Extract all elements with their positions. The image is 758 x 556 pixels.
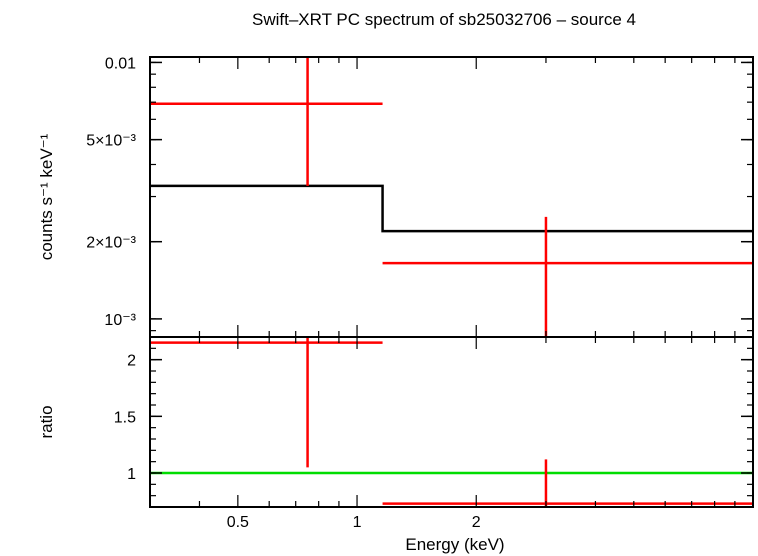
ratio-frame [149, 336, 754, 508]
spectrum-ytick-label-3: 10⁻³ [104, 312, 136, 329]
ratio-y-axis-label: ratio [37, 405, 56, 438]
ratio-ytick-label-1: 1.5 [114, 409, 136, 426]
ratio-ytick-label-0: 2 [127, 353, 136, 370]
chart-title: Swift–XRT PC spectrum of sb25032706 – so… [252, 10, 636, 29]
spectrum-model-line [150, 184, 753, 233]
xtick-label-0: 0.5 [227, 514, 249, 531]
xtick-label-1: 1 [353, 514, 362, 531]
spectrum-ytick-label-2: 2×10⁻³ [86, 235, 136, 252]
x-axis-label: Energy (keV) [405, 535, 504, 554]
spectrum-ytick-label-0: 0.01 [105, 55, 136, 72]
xtick-label-2: 2 [472, 514, 481, 531]
spectrum-frame [149, 56, 754, 338]
ratio-ytick-label-2: 1 [127, 466, 136, 483]
spectrum-y-axis-label: counts s⁻¹ keV⁻¹ [37, 133, 56, 260]
spectrum-ytick-label-1: 5×10⁻³ [86, 133, 136, 150]
